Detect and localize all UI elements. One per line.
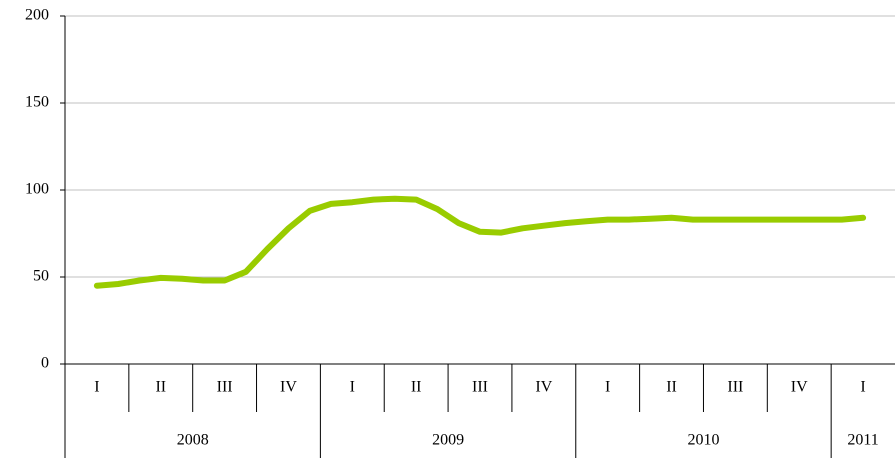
x-tick-label: II [666, 379, 677, 396]
y-tick-label: 150 [25, 94, 49, 111]
x-tick-label: I [350, 379, 355, 396]
x-tick-label: IV [791, 379, 808, 396]
x-tick-label: I [860, 379, 865, 396]
x-tick-label: IV [280, 379, 297, 396]
x-tick-label: II [411, 379, 422, 396]
x-tick-label: I [605, 379, 610, 396]
y-tick-label: 100 [25, 181, 49, 198]
y-tick-label: 0 [41, 355, 49, 372]
group-label: 2010 [687, 432, 719, 449]
x-tick-label: III [217, 379, 233, 396]
group-label: 2011 [847, 432, 878, 449]
x-tick-label: III [727, 379, 743, 396]
group-label: 2009 [432, 432, 464, 449]
x-tick-label: II [155, 379, 166, 396]
x-tick-label: IV [535, 379, 552, 396]
data-line [93, 195, 867, 289]
group-label: 2008 [177, 432, 209, 449]
y-tick-label: 200 [25, 7, 49, 24]
x-tick-label: I [94, 379, 99, 396]
y-tick-label: 50 [33, 268, 49, 285]
x-tick-label: III [472, 379, 488, 396]
